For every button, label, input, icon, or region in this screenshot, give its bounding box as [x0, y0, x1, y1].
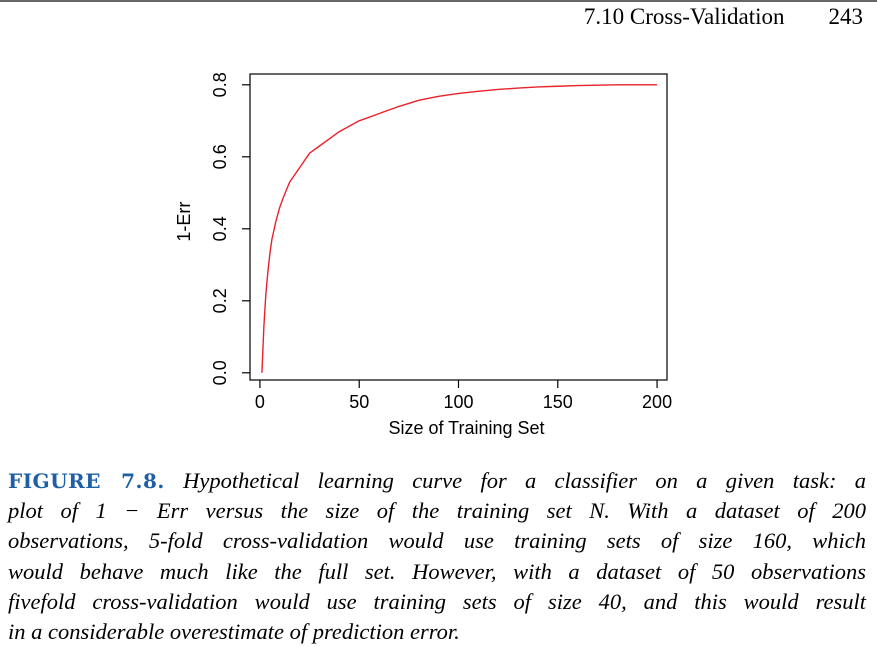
x-tick-label: 100 [443, 392, 473, 412]
top-rule [0, 0, 877, 2]
x-tick-label: 0 [255, 392, 265, 412]
x-tick-label: 200 [642, 392, 672, 412]
learning-curve-plot: 0 50 100 150 200 0.0 0.2 0.4 0.6 0.8 Size of Train… [174, 72, 672, 438]
x-tick-label: 50 [349, 392, 369, 412]
caption-line-1: FIGURE 7.8. Hypothetical learning curve … [8, 466, 866, 496]
figure-caption: FIGURE 7.8. Hypothetical learning curve … [8, 466, 866, 647]
caption-line-2: plot of 1 − Err versus the size of the t… [8, 498, 866, 524]
learning-curve-line [261, 84, 658, 373]
x-axis-label: Size of Training Set [388, 418, 544, 438]
y-tick-label: 0.0 [210, 360, 230, 385]
y-tick-label: 0.4 [210, 216, 230, 241]
figure-label: FIGURE 7.8. [8, 469, 165, 493]
running-head: 7.10 Cross-Validation 243 [584, 4, 863, 30]
caption-line-3: observations, 5-fold cross-validation wo… [8, 528, 866, 554]
y-tick-label: 0.8 [210, 72, 230, 97]
y-tick-label: 0.6 [210, 144, 230, 169]
caption-line-6: in a considerable overestimate of predic… [8, 619, 460, 645]
page-number: 243 [828, 4, 864, 29]
y-tick-label: 0.2 [210, 288, 230, 313]
y-axis-label: 1-Err [174, 202, 194, 242]
plot-frame [249, 73, 668, 381]
x-tick-label: 150 [543, 392, 573, 412]
section-title: 7.10 Cross-Validation [583, 4, 785, 29]
caption-line-5: fivefold cross-validation would use trai… [8, 588, 866, 614]
caption-line-4: would behave much like the full set. How… [8, 558, 866, 584]
caption-text-1: Hypothetical learning curve for a classi… [183, 468, 866, 493]
